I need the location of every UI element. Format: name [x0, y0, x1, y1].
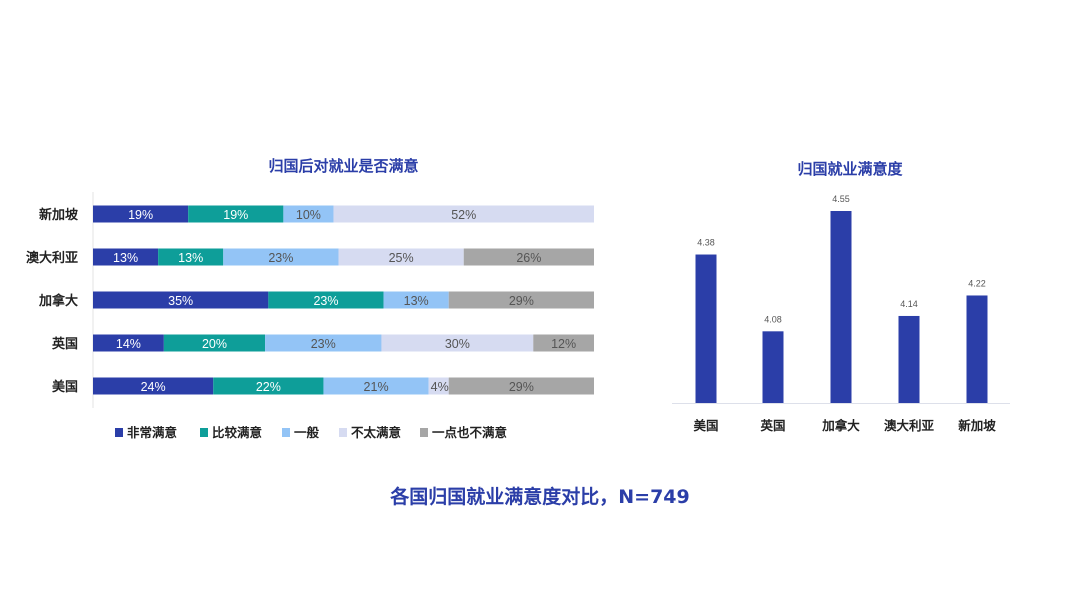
data-label: 30%	[445, 337, 470, 351]
legend-swatch	[115, 428, 123, 437]
category-label: 澳大利亚	[884, 418, 935, 433]
bar	[830, 211, 852, 403]
bar-chart-title: 归国就业满意度	[797, 160, 903, 178]
data-label: 29%	[509, 380, 534, 394]
data-label: 21%	[364, 380, 389, 394]
category-label: 加拿大	[821, 418, 860, 433]
data-label: 23%	[313, 294, 338, 308]
data-label: 23%	[311, 337, 336, 351]
data-label: 14%	[116, 337, 141, 351]
bar-segment	[428, 377, 449, 395]
legend-label: 非常满意	[127, 425, 177, 440]
category-label: 新加坡	[958, 418, 996, 433]
stacked-chart-title: 归国后对就业是否满意	[268, 157, 419, 175]
data-label: 23%	[268, 251, 293, 265]
data-label: 13%	[113, 251, 138, 265]
caption: 各国归国就业满意度对比，N=749	[390, 486, 690, 508]
bar-segment	[93, 377, 214, 395]
bar	[762, 331, 784, 403]
bar-segment	[448, 377, 594, 395]
bar-segment	[163, 334, 266, 352]
bar-segment	[338, 248, 464, 266]
bar-segment	[93, 334, 164, 352]
bar-segment	[283, 205, 334, 223]
category-label: 美国	[693, 418, 718, 433]
data-label: 4.22	[968, 278, 986, 288]
category-label: 加拿大	[38, 293, 78, 308]
data-label: 35%	[168, 294, 193, 308]
legend-swatch	[420, 428, 428, 437]
data-label: 4.55	[832, 194, 850, 204]
bar-segment	[93, 205, 189, 223]
bar-segment	[93, 291, 269, 309]
bar-segment	[158, 248, 224, 266]
bar-segment	[323, 377, 429, 395]
data-label: 13%	[178, 251, 203, 265]
category-label: 美国	[52, 379, 78, 394]
bar-segment	[463, 248, 594, 266]
data-label: 10%	[296, 208, 321, 222]
category-label: 澳大利亚	[26, 250, 78, 265]
bar-segment	[448, 291, 594, 309]
data-label: 4%	[431, 380, 449, 394]
data-label: 4.08	[764, 314, 782, 324]
category-label: 英国	[760, 418, 785, 433]
data-label: 13%	[404, 294, 429, 308]
bar-segment	[213, 377, 324, 395]
data-label: 19%	[223, 208, 248, 222]
data-label: 4.14	[900, 299, 918, 309]
data-label: 12%	[551, 337, 576, 351]
bar-segment	[188, 205, 284, 223]
bar-segment	[223, 248, 339, 266]
data-label: 26%	[516, 251, 541, 265]
legend-label: 一点也不满意	[432, 425, 507, 440]
legend-swatch	[339, 428, 347, 437]
bar	[966, 295, 988, 403]
bar-segment	[333, 205, 594, 223]
bar-segment	[268, 291, 384, 309]
legend-swatch	[200, 428, 208, 437]
bar-segment	[381, 334, 534, 352]
bar-segment	[93, 248, 159, 266]
bar-segment	[533, 334, 594, 352]
data-label: 20%	[202, 337, 227, 351]
legend-label: 不太满意	[351, 425, 401, 440]
legend-label: 比较满意	[212, 425, 262, 440]
bar	[898, 315, 920, 403]
bar	[695, 254, 717, 403]
data-label: 19%	[128, 208, 153, 222]
data-label: 4.38	[697, 238, 715, 248]
legend-swatch	[282, 428, 290, 437]
category-label: 英国	[51, 336, 78, 351]
category-label: 新加坡	[39, 207, 79, 222]
data-label: 52%	[451, 208, 476, 222]
data-label: 22%	[256, 380, 281, 394]
bar-segment	[383, 291, 449, 309]
legend-label: 一般	[294, 425, 320, 440]
data-label: 25%	[389, 251, 414, 265]
data-label: 29%	[509, 294, 534, 308]
data-label: 24%	[141, 380, 166, 394]
bar-segment	[265, 334, 382, 352]
